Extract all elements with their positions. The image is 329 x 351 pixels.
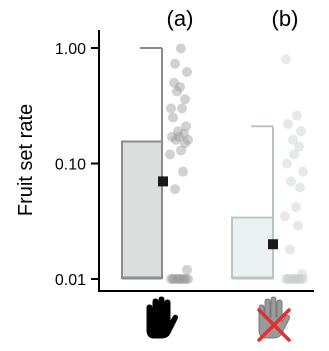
- data-point: [179, 129, 189, 140]
- axes: [98, 30, 314, 292]
- data-point: [174, 131, 184, 142]
- data-point: [289, 274, 299, 284]
- data-point: [289, 149, 299, 160]
- cross-stroke: [257, 308, 291, 342]
- data-point: [181, 274, 191, 284]
- data-point: [166, 103, 176, 114]
- data-point: [173, 126, 183, 137]
- crossed-hand-icon: [257, 296, 291, 342]
- box-groups: (a) (b): [121, 6, 308, 284]
- y-ticks: 1.00 0.10 0.01: [55, 41, 99, 289]
- data-point: [166, 274, 176, 284]
- data-point: [291, 202, 301, 213]
- hand-shape: [146, 296, 178, 339]
- data-point: [172, 274, 182, 284]
- y-axis-label: Fruit set rate: [15, 104, 37, 216]
- data-point: [165, 149, 175, 160]
- data-point: [171, 134, 181, 145]
- data-point: [297, 269, 307, 280]
- data-point: [281, 54, 291, 65]
- data-point: [177, 103, 187, 114]
- y-tick-label: 0.01: [55, 272, 86, 289]
- data-point: [181, 121, 191, 132]
- data-point: [288, 134, 298, 145]
- data-point: [174, 274, 184, 284]
- data-point: [180, 94, 190, 105]
- panel-label: (a): [167, 6, 194, 31]
- data-point: [177, 274, 187, 284]
- data-point: [168, 274, 178, 284]
- hand-shape: [258, 296, 290, 339]
- box-body: [121, 140, 163, 280]
- data-point: [298, 166, 308, 177]
- mean-marker: [268, 239, 278, 250]
- data-point: [169, 77, 179, 88]
- data-point: [178, 166, 188, 177]
- data-point: [179, 274, 189, 284]
- data-point: [281, 274, 291, 284]
- data-point: [283, 274, 293, 284]
- data-point: [167, 131, 177, 142]
- data-point: [170, 184, 180, 195]
- data-point: [182, 264, 192, 275]
- group-a: (a): [121, 6, 194, 284]
- data-point: [282, 158, 292, 169]
- data-point: [170, 58, 180, 69]
- data-point: [172, 86, 182, 97]
- data-point: [295, 182, 305, 193]
- y-tick-label: 0.10: [55, 157, 86, 174]
- data-point: [182, 66, 192, 77]
- hand-icon: [146, 296, 178, 339]
- data-point: [286, 176, 296, 187]
- x-icons: [146, 296, 291, 342]
- box-body: [231, 216, 274, 280]
- data-point: [180, 138, 190, 149]
- data-point: [294, 274, 304, 284]
- data-point: [296, 274, 306, 284]
- data-point: [298, 274, 308, 284]
- data-point: [284, 274, 294, 284]
- panel-label: (b): [272, 6, 299, 31]
- data-point: [176, 43, 186, 54]
- data-point: [169, 274, 179, 284]
- data-point: [168, 112, 178, 123]
- data-point: [183, 134, 193, 145]
- data-point: [176, 145, 186, 156]
- data-point: [175, 274, 185, 284]
- data-point: [294, 141, 304, 152]
- data-point: [175, 81, 185, 92]
- data-point: [285, 244, 295, 255]
- group-b: (b): [231, 6, 308, 284]
- data-point: [183, 274, 193, 284]
- data-point: [292, 274, 302, 284]
- data-point: [293, 220, 303, 231]
- data-point: [283, 118, 293, 129]
- data-point: [292, 110, 302, 121]
- data-point: [296, 126, 306, 137]
- y-tick-label: 1.00: [55, 41, 86, 58]
- data-point: [287, 274, 297, 284]
- data-point: [290, 274, 300, 284]
- data-point: [280, 211, 290, 222]
- mean-marker: [158, 176, 168, 187]
